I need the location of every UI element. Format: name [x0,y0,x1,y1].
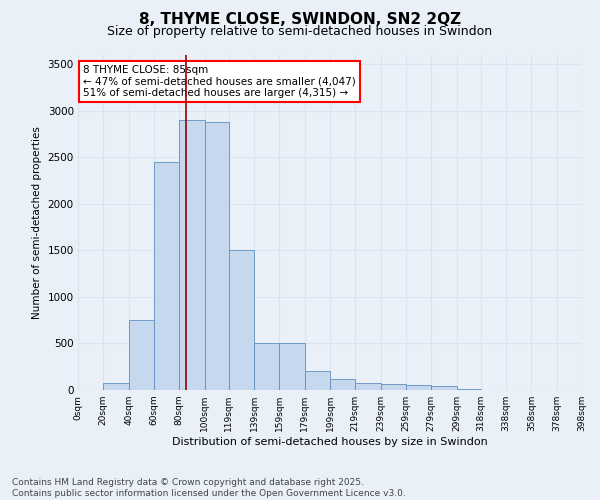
Text: 8 THYME CLOSE: 85sqm
← 47% of semi-detached houses are smaller (4,047)
51% of se: 8 THYME CLOSE: 85sqm ← 47% of semi-detac… [83,65,356,98]
Bar [179,120,205,390]
Bar [103,382,128,390]
Text: Contains HM Land Registry data © Crown copyright and database right 2025.
Contai: Contains HM Land Registry data © Crown c… [12,478,406,498]
Bar [406,386,431,390]
Bar [431,386,457,390]
Bar [128,320,154,390]
Bar [457,388,481,390]
Bar [355,382,380,390]
Text: Size of property relative to semi-detached houses in Swindon: Size of property relative to semi-detach… [107,25,493,38]
Bar [380,384,406,390]
Bar [229,250,254,390]
X-axis label: Distribution of semi-detached houses by size in Swindon: Distribution of semi-detached houses by … [172,437,488,447]
Text: 8, THYME CLOSE, SWINDON, SN2 2QZ: 8, THYME CLOSE, SWINDON, SN2 2QZ [139,12,461,28]
Y-axis label: Number of semi-detached properties: Number of semi-detached properties [32,126,42,319]
Bar [305,372,330,390]
Bar [280,342,305,390]
Bar [205,122,229,390]
Bar [254,342,280,390]
Bar [154,162,179,390]
Bar [330,379,355,390]
